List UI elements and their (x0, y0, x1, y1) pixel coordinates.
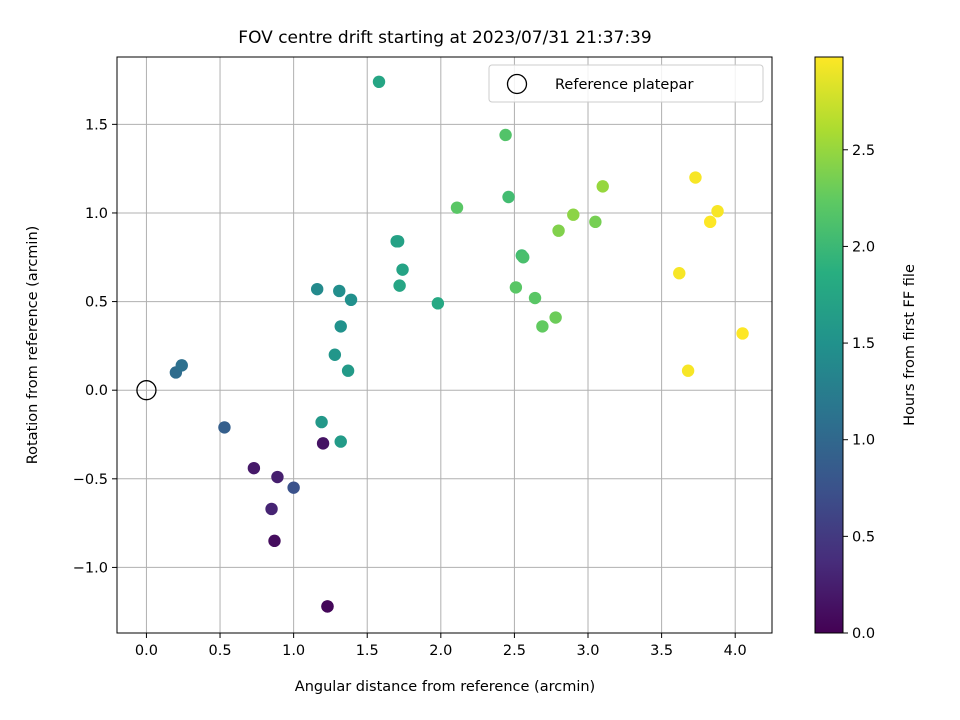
x-axis-label: Angular distance from reference (arcmin) (295, 679, 595, 695)
colorbar-tick-label: 2.5 (852, 143, 875, 159)
colorbar-ticks: 0.0 0.5 1.0 1.5 2.0 2.5 (843, 143, 875, 642)
colorbar-tick-label: 2.0 (852, 239, 875, 255)
data-point (549, 311, 562, 324)
data-point (333, 284, 346, 298)
y-tick-label: −0.5 (73, 472, 108, 488)
x-tick-label: 3.5 (650, 643, 673, 659)
data-point (271, 470, 284, 484)
data-point (268, 534, 281, 548)
data-point (218, 421, 231, 434)
data-point (589, 215, 602, 229)
data-point (334, 435, 347, 448)
data-point (567, 208, 580, 221)
x-tick-label: 1.5 (356, 643, 379, 659)
data-point (287, 481, 300, 494)
legend: Reference platepar (488, 64, 764, 103)
data-point (450, 201, 464, 214)
data-point (393, 279, 406, 292)
chart-title: FOV centre drift starting at 2023/07/31 … (238, 28, 651, 48)
y-tick-label: 1.0 (85, 206, 108, 222)
data-point (315, 415, 328, 429)
data-point (316, 437, 330, 450)
legend-label-reference: Reference platepar (555, 77, 693, 93)
data-point (390, 235, 403, 248)
reference-platepar-marker (136, 380, 157, 401)
data-point (509, 281, 523, 294)
data-point (499, 128, 512, 142)
data-point (711, 204, 724, 218)
data-point (681, 364, 695, 377)
data-point (372, 75, 386, 89)
legend-box (488, 64, 764, 103)
data-points (136, 75, 749, 613)
y-tick-label: 1.5 (85, 117, 108, 133)
x-tick-label: 3.0 (576, 643, 599, 659)
data-point (736, 327, 749, 340)
x-tick-label: 2.0 (429, 643, 452, 659)
data-point (596, 180, 609, 193)
data-point (552, 224, 565, 237)
x-tick-label: 4.0 (724, 643, 747, 659)
data-point (175, 359, 188, 372)
data-point (517, 251, 530, 264)
x-tick-label: 2.5 (503, 643, 526, 659)
data-point (341, 364, 355, 377)
colorbar-gradient (814, 56, 844, 634)
colorbar: 0.0 0.5 1.0 1.5 2.0 2.5 Hours from first FF f… (814, 56, 918, 642)
colorbar-tick-label: 0.5 (852, 529, 875, 545)
data-point (528, 291, 542, 305)
data-point (334, 320, 347, 333)
y-tick-label: 0.0 (85, 383, 108, 399)
data-point (673, 267, 686, 280)
data-point (703, 215, 717, 229)
data-point (396, 263, 409, 276)
data-point (265, 502, 278, 516)
colorbar-tick-label: 1.5 (852, 336, 875, 352)
y-tick-label: 0.5 (85, 295, 108, 311)
colorbar-tick-label: 0.0 (852, 626, 875, 642)
data-point (310, 282, 324, 296)
y-axis: −1.0 −0.5 0.0 0.5 1.0 1.5 (73, 117, 117, 576)
x-axis: 0.0 0.5 1.0 1.5 2.0 2.5 3.0 3.5 4.0 (135, 633, 747, 659)
x-tick-label: 0.0 (135, 643, 158, 659)
data-point (344, 293, 358, 307)
x-tick-label: 0.5 (209, 643, 232, 659)
x-tick-label: 1.0 (282, 643, 305, 659)
plot-area-frame (116, 56, 773, 634)
colorbar-label: Hours from first FF file (902, 264, 918, 426)
y-tick-label: −1.0 (73, 560, 108, 576)
data-point (247, 461, 261, 475)
data-point (502, 190, 515, 204)
grid-lines (117, 57, 772, 633)
legend-reference-marker-icon (506, 73, 528, 95)
data-point (536, 320, 549, 333)
data-point (328, 348, 342, 361)
colorbar-tick-label: 1.0 (852, 433, 875, 449)
y-axis-label: Rotation from reference (arcmin) (25, 226, 41, 465)
data-point (321, 600, 334, 613)
data-point (431, 297, 445, 310)
data-point (689, 171, 702, 184)
